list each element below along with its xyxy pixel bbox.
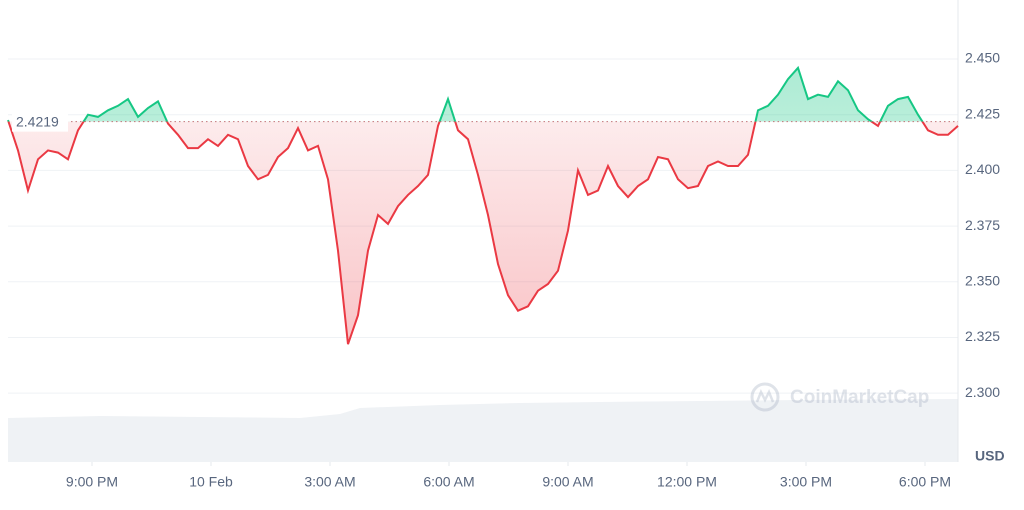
watermark-text: CoinMarketCap <box>790 387 929 408</box>
y-tick-label: 2.325 <box>965 328 1000 344</box>
y-tick-label: 2.400 <box>965 161 1000 177</box>
x-tick-label: 6:00 AM <box>423 474 474 490</box>
area-up <box>8 67 923 122</box>
currency-label: USD <box>975 448 1005 464</box>
y-tick-label: 2.350 <box>965 272 1000 288</box>
x-tick-label: 10 Feb <box>189 474 233 490</box>
area-down <box>8 121 958 345</box>
x-tick-label: 9:00 AM <box>542 474 593 490</box>
y-tick-label: 2.425 <box>965 105 1000 121</box>
y-tick-label: 2.450 <box>965 50 1000 66</box>
y-tick-label: 2.300 <box>965 384 1000 400</box>
x-tick-label: 3:00 PM <box>780 474 832 490</box>
x-tick-label: 6:00 PM <box>899 474 951 490</box>
x-tick-label: 9:00 PM <box>66 474 118 490</box>
volume-band <box>8 399 958 462</box>
x-tick-label: 12:00 PM <box>657 474 717 490</box>
price-line-up <box>7 65 924 122</box>
y-tick-label: 2.375 <box>965 217 1000 233</box>
price-line-down <box>7 121 959 345</box>
reference-label-bg <box>12 111 68 132</box>
reference-label: 2.4219 <box>16 113 59 129</box>
watermark: CoinMarketCap <box>750 382 929 412</box>
x-tick-label: 3:00 AM <box>304 474 355 490</box>
